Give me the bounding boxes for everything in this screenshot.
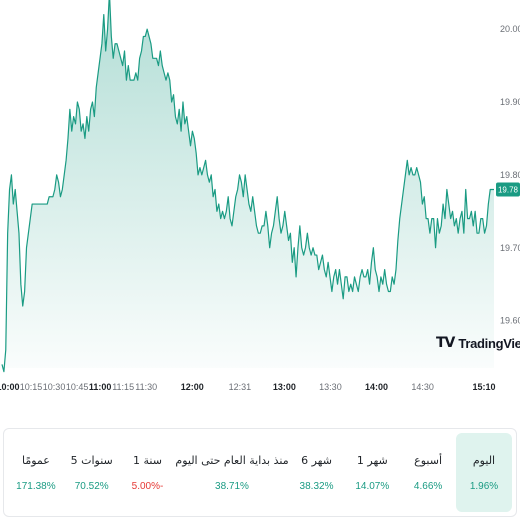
perf-label: عمومًا — [21, 453, 50, 467]
x-tick-label: 13:30 — [319, 382, 342, 392]
y-tick-label: 19.80 — [500, 170, 520, 180]
price-line — [1, 0, 494, 373]
y-tick-label: 19.90 — [500, 97, 520, 107]
y-tick-label: 19.70 — [500, 243, 520, 253]
perf-label: أسبوع — [414, 453, 443, 467]
tradingview-logo-icon: TV — [436, 335, 455, 351]
perf-label: 1 شهر — [356, 453, 388, 467]
tradingview-logo-text: TradingView — [458, 335, 520, 351]
x-tick-label: 10:15 — [20, 382, 43, 392]
x-tick-label: 12:00 — [181, 382, 204, 392]
y-tick-label: 20.00 — [500, 24, 520, 34]
perf-tab-6-months[interactable]: 6 شهر 38.32% — [289, 433, 345, 512]
perf-value: 5.00%- — [131, 480, 164, 492]
perf-tab-ytd[interactable]: منذ بداية العام حتى اليوم 38.71% — [175, 433, 288, 512]
x-tick-label: 12:31 — [229, 382, 252, 392]
x-tick-label: 10:45 — [66, 382, 89, 392]
last-price-tag-bg — [496, 182, 520, 197]
tradingview-logo[interactable]: TV TradingView — [436, 335, 520, 351]
last-price-tag: 19.78 — [496, 182, 520, 197]
perf-tab-week[interactable]: أسبوع 4.66% — [400, 433, 456, 512]
price-chart[interactable]: 19.60 19.70 19.80 19.90 20.00 10:0010:1510:3… — [0, 0, 520, 400]
x-tick-label: 10:00 — [0, 382, 20, 392]
perf-value: 4.66% — [413, 480, 443, 492]
perf-tab-all-time[interactable]: عمومًا 171.38% — [8, 433, 64, 512]
x-tick-label: 11:15 — [112, 382, 134, 392]
x-tick-label: 11:30 — [135, 382, 157, 392]
perf-label: 5 سنوات — [70, 453, 113, 467]
price-area-fill — [2, 0, 494, 372]
perf-label: 6 شهر — [301, 453, 332, 467]
perf-value: 171.38% — [16, 480, 56, 492]
perf-value: 38.32% — [299, 480, 334, 492]
perf-value: 38.71% — [215, 480, 249, 492]
perf-label: منذ بداية العام حتى اليوم — [175, 453, 289, 467]
x-tick-label: 10:30 — [43, 382, 66, 392]
chart-canvas[interactable]: 19.60 19.70 19.80 19.90 20.00 10:0010:1510:3… — [0, 0, 520, 400]
perf-tab-1-month[interactable]: 1 شهر 14.07% — [344, 433, 400, 512]
perf-value: 14.07% — [355, 480, 390, 492]
performance-panel: اليوم 1.96% أسبوع 4.66% 1 شهر 14.07% 6 ش… — [3, 428, 517, 517]
perf-label: 1 سنة — [133, 453, 162, 467]
x-tick-label: 14:00 — [365, 382, 388, 392]
perf-tab-today[interactable]: اليوم 1.96% — [456, 433, 512, 512]
perf-value: 70.52% — [74, 480, 109, 492]
last-price-label: 19.78 — [498, 185, 519, 194]
x-tick-label: 14:30 — [411, 382, 434, 392]
x-tick-label: 13:00 — [273, 382, 296, 392]
perf-tab-1-year[interactable]: 1 سنة 5.00%- — [120, 433, 176, 512]
perf-label: اليوم — [472, 453, 496, 467]
perf-tab-5-years[interactable]: 5 سنوات 70.52% — [64, 433, 120, 512]
y-tick-label: 19.60 — [500, 316, 520, 326]
x-tick-label: 11:00 — [89, 382, 112, 392]
perf-value: 1.96% — [469, 480, 499, 492]
x-tick-label: 15:10 — [472, 382, 495, 392]
